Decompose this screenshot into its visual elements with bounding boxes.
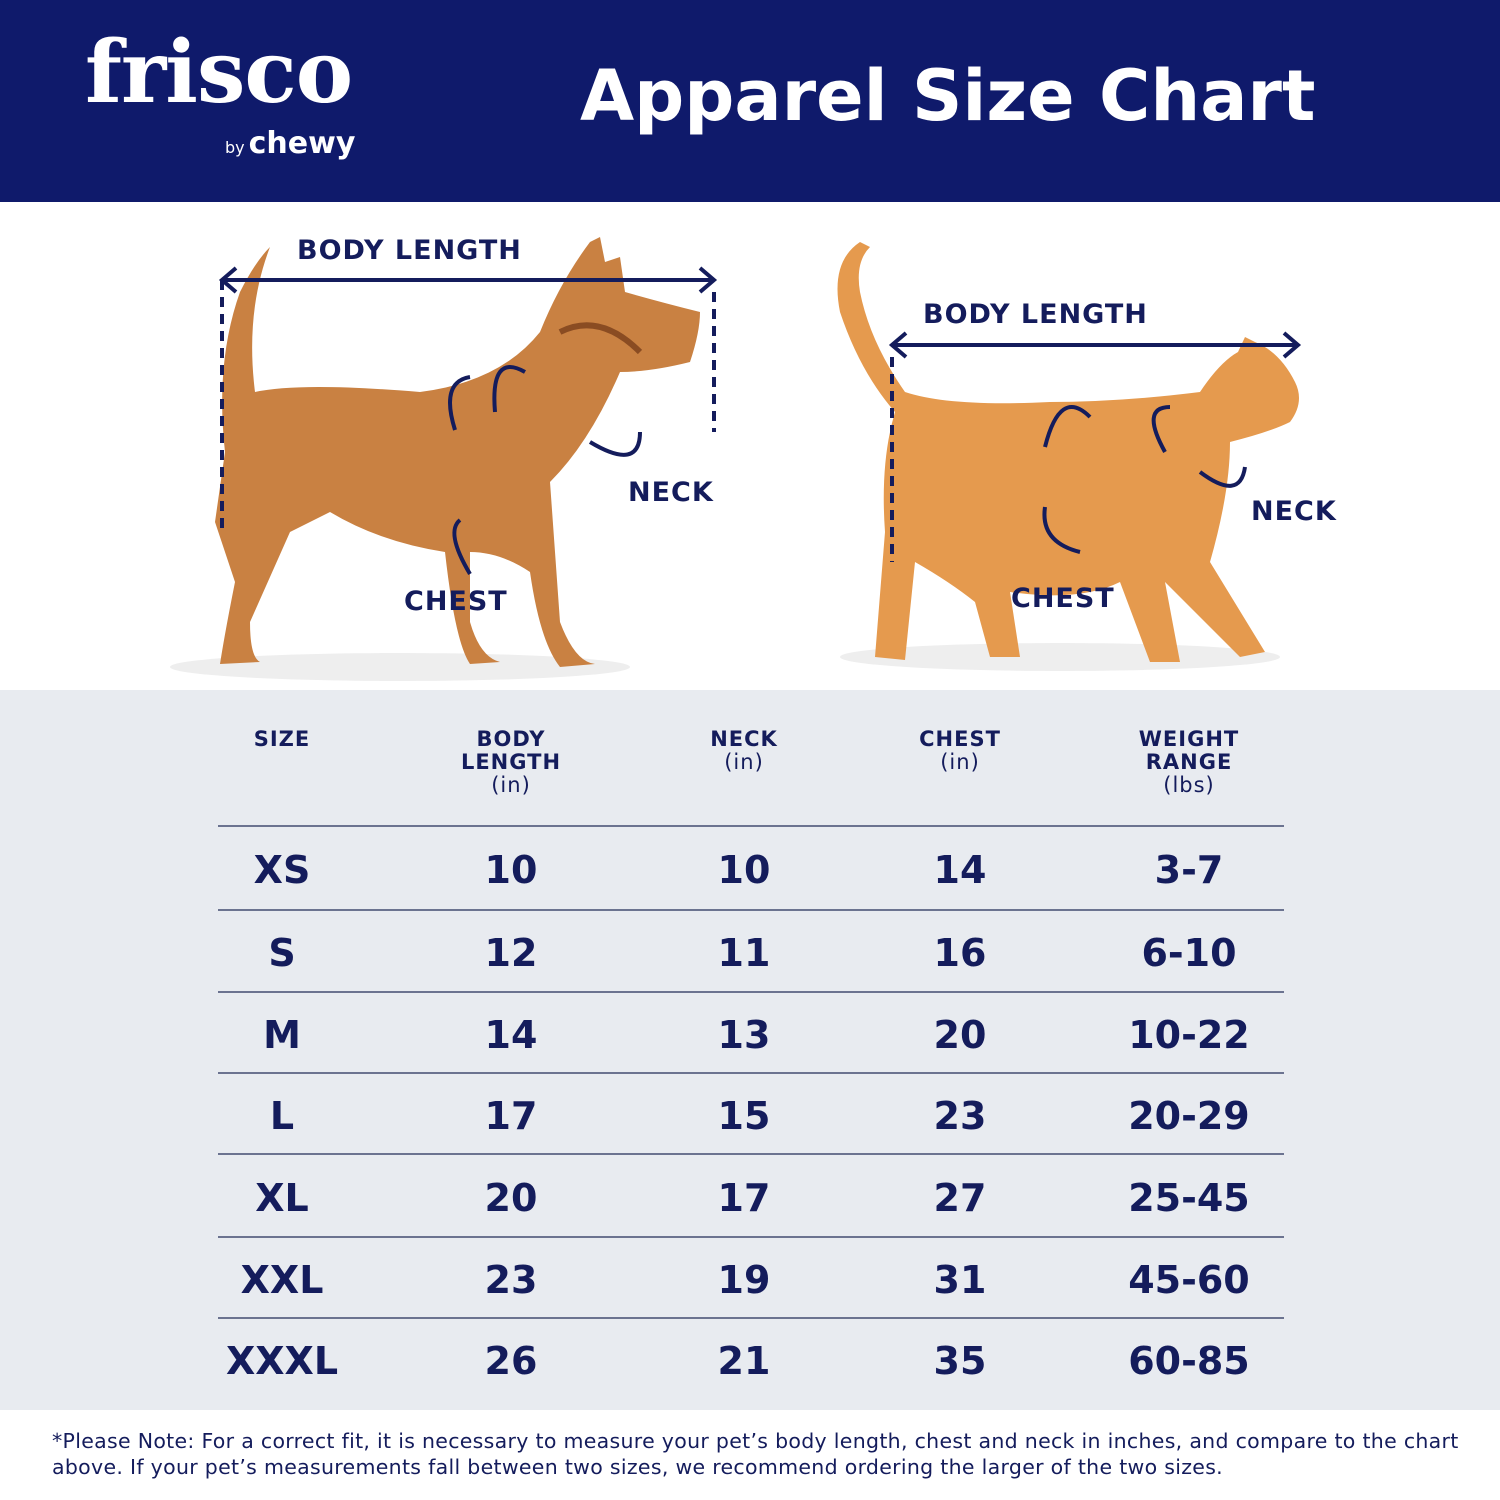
dog-image (170, 237, 700, 681)
table-row: L 17 15 23 20-29 (0, 1086, 1500, 1146)
table-row: XXXL 26 21 35 60-85 (0, 1331, 1500, 1391)
cell-weight-range: 3-7 (1154, 848, 1224, 892)
cell-size: XL (255, 1175, 309, 1220)
cat-chest-label: CHEST (1011, 583, 1115, 614)
row-divider (218, 909, 1284, 911)
table-row: XXL 23 19 31 45-60 (0, 1250, 1500, 1310)
brand-name: frisco (85, 22, 353, 123)
cell-neck: 21 (717, 1338, 771, 1383)
size-table: SIZE BODY LENGTH (in) NECK (in) CHEST (in) … (0, 690, 1500, 1410)
row-divider (218, 1153, 1284, 1155)
cell-size: S (268, 931, 296, 975)
brand-chewy: chewy (248, 126, 356, 161)
cell-neck: 10 (717, 848, 771, 892)
dog-chest-arrow (452, 518, 472, 576)
dog-neck-label: NECK (628, 477, 714, 508)
cell-size: XS (253, 848, 311, 892)
row-divider (218, 1236, 1284, 1238)
page-title: Apparel Size Chart (580, 55, 1316, 137)
frisco-logo: frisco by chewy (85, 22, 355, 162)
cell-size: XXXL (225, 1338, 339, 1383)
table-row: XL 20 17 27 25-45 (0, 1168, 1500, 1228)
cell-body-length: 12 (484, 931, 538, 975)
header-banner: frisco by chewy Apparel Size Chart (0, 0, 1500, 202)
cell-size: M (263, 1012, 301, 1057)
header-size: SIZE (253, 727, 311, 751)
cell-weight-range: 6-10 (1141, 931, 1237, 975)
table-row: M 14 13 20 10-22 (0, 1005, 1500, 1065)
cell-body-length: 10 (484, 848, 538, 892)
cell-weight-range: 10-22 (1128, 1012, 1250, 1057)
cell-chest: 14 (933, 848, 987, 892)
table-row: XS 10 10 14 3-7 (0, 840, 1500, 900)
cell-weight-range: 60-85 (1128, 1338, 1250, 1383)
header-chest: CHEST (in) (919, 727, 1001, 774)
measurement-diagram: BODY LENGTH NECK CHEST BODY LENGTH NECK … (0, 202, 1500, 690)
header-weight-range: WEIGHT RANGE (lbs) (1138, 727, 1240, 797)
cell-chest: 35 (933, 1338, 987, 1383)
cell-body-length: 20 (484, 1175, 538, 1220)
row-divider (218, 1317, 1284, 1319)
dog-chest-label: CHEST (404, 586, 508, 617)
cell-neck: 17 (717, 1175, 771, 1220)
cell-chest: 16 (933, 931, 987, 975)
row-divider (218, 825, 1284, 827)
row-divider (218, 991, 1284, 993)
cat-image (837, 242, 1299, 671)
cell-size: XXL (240, 1257, 324, 1302)
cell-neck: 19 (717, 1257, 771, 1302)
cat-body-length-label: BODY LENGTH (923, 299, 1148, 330)
cell-chest: 31 (933, 1257, 987, 1302)
cell-body-length: 26 (484, 1338, 538, 1383)
header-body-length: BODY LENGTH (in) (460, 727, 562, 797)
cell-neck: 15 (717, 1093, 771, 1138)
cat-measure-marks (888, 331, 1302, 562)
dog-body-length-label: BODY LENGTH (297, 235, 522, 266)
dog-neck-arrows (448, 365, 526, 431)
row-divider (218, 1072, 1284, 1074)
cell-chest: 27 (933, 1175, 987, 1220)
cell-body-length: 17 (484, 1093, 538, 1138)
cell-chest: 20 (933, 1012, 987, 1057)
cell-weight-range: 45-60 (1128, 1257, 1250, 1302)
cell-chest: 23 (933, 1093, 987, 1138)
cell-neck: 11 (717, 931, 771, 975)
footer-note: *Please Note: For a correct fit, it is n… (52, 1429, 1459, 1479)
cell-neck: 13 (717, 1012, 771, 1057)
cell-body-length: 23 (484, 1257, 538, 1302)
cell-size: L (269, 1093, 295, 1138)
dog-measure-marks (218, 266, 718, 576)
cell-weight-range: 20-29 (1128, 1093, 1250, 1138)
cell-weight-range: 25-45 (1128, 1175, 1250, 1220)
brand-by: by (225, 138, 245, 157)
brand-sub: by chewy (225, 126, 355, 161)
header-neck: NECK (in) (710, 727, 778, 774)
cat-neck-label: NECK (1251, 496, 1337, 527)
cell-body-length: 14 (484, 1012, 538, 1057)
table-row: S 12 11 16 6-10 (0, 923, 1500, 983)
